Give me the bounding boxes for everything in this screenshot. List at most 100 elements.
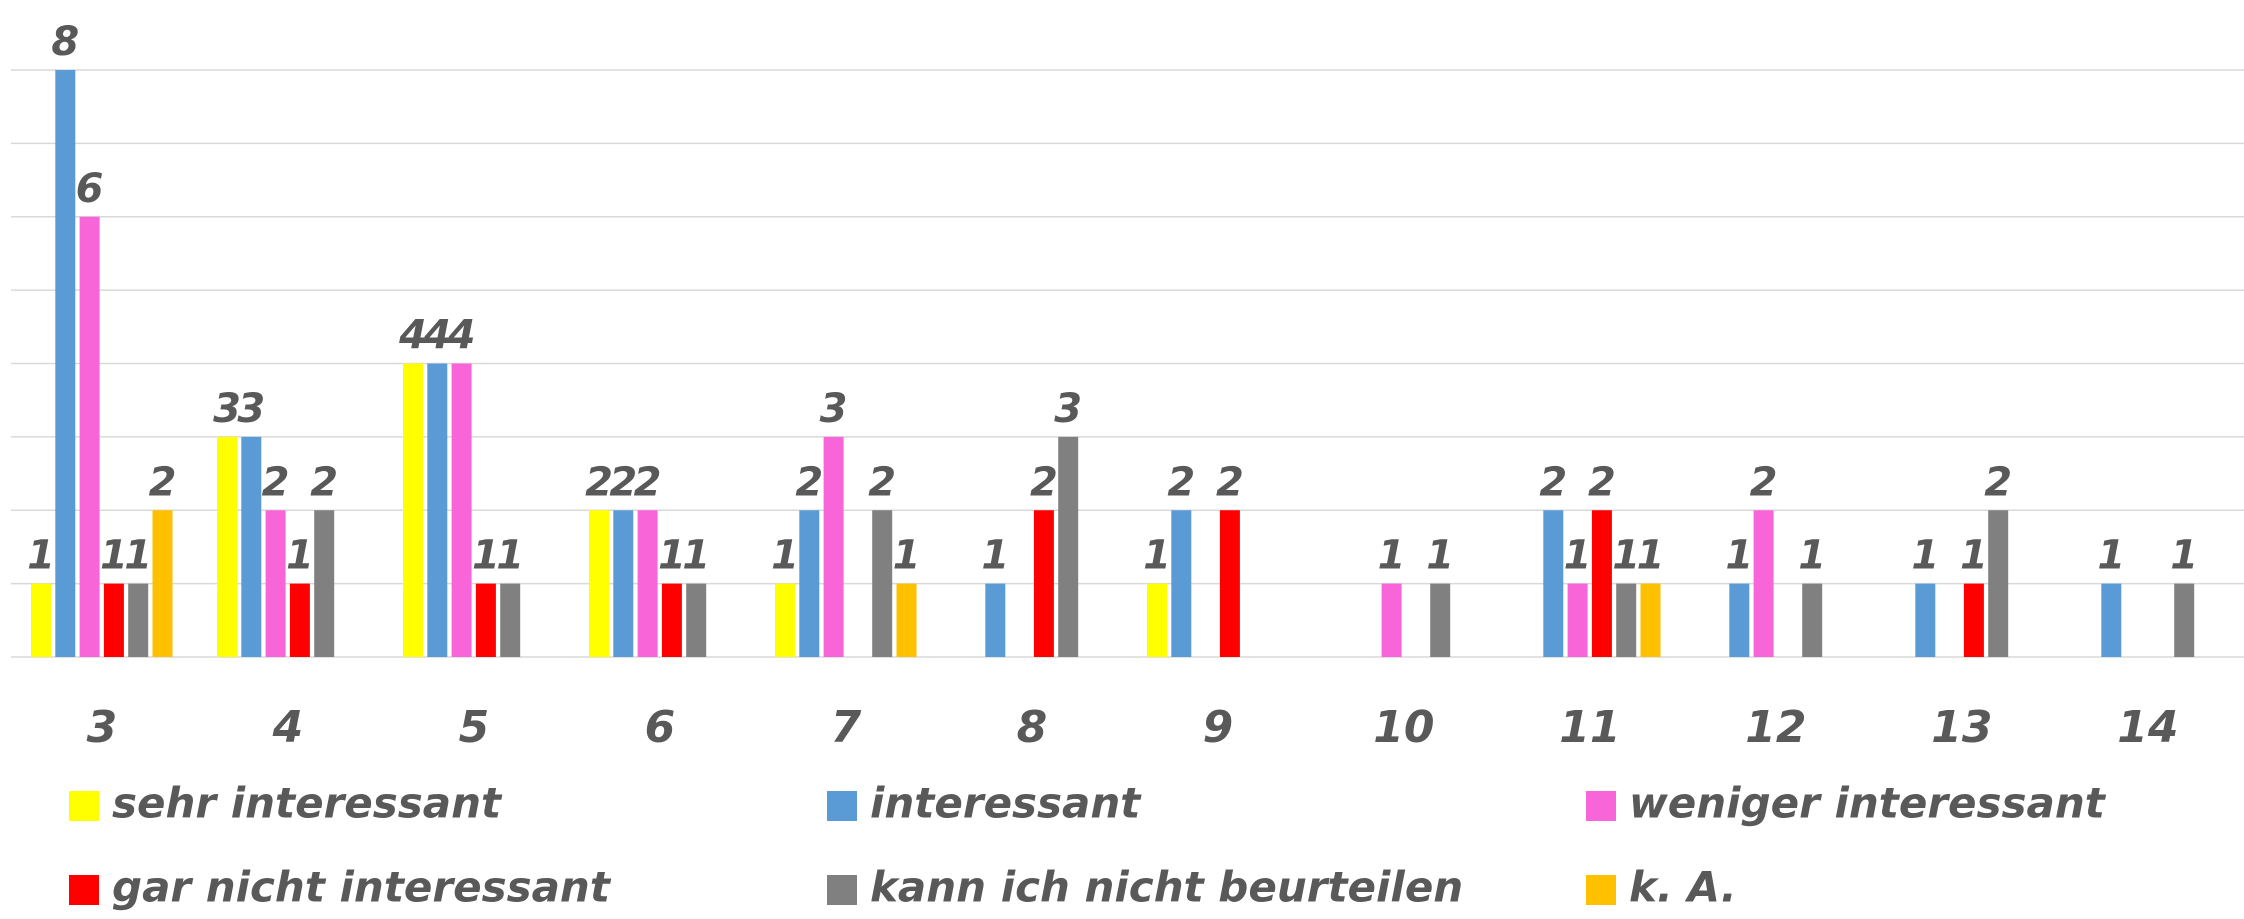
bar (403, 363, 423, 657)
x-tick-label: 9 (1203, 702, 1234, 753)
legend-label: kann ich nicht beurteilen (870, 863, 1463, 912)
data-label: 1 (1798, 533, 1826, 579)
bar (500, 583, 521, 657)
x-tick-label: 10 (1373, 702, 1434, 753)
data-label: 2 (1588, 459, 1616, 505)
data-label: 4 (422, 313, 451, 359)
data-label: 1 (1911, 533, 1939, 579)
bar (2174, 583, 2195, 657)
legend-swatch (1586, 875, 1616, 905)
bar (872, 510, 893, 657)
data-label: 2 (634, 459, 662, 505)
x-tick-label: 11 (1559, 702, 1620, 753)
bar (661, 583, 682, 657)
bar (314, 510, 335, 657)
data-label: 2 (1216, 459, 1244, 505)
legend-label: gar nicht interessant (112, 863, 612, 912)
data-label: 1 (1564, 533, 1592, 579)
data-label: 1 (981, 533, 1009, 579)
data-label: 2 (1750, 459, 1778, 505)
bar (451, 363, 472, 657)
data-label: 1 (658, 533, 686, 579)
bar (128, 583, 149, 657)
data-label: 8 (51, 19, 79, 65)
bar (1802, 583, 1823, 657)
data-label: 3 (213, 386, 241, 432)
bar (427, 363, 448, 657)
bar (1543, 510, 1564, 657)
x-tick-label: 7 (831, 702, 862, 753)
data-label: 1 (1960, 533, 1988, 579)
legend-label: sehr interessant (112, 779, 503, 828)
data-label: 2 (609, 459, 637, 505)
data-label: 2 (795, 459, 823, 505)
data-label: 4 (398, 313, 427, 359)
x-tick-label: 8 (1017, 702, 1048, 753)
data-label: 1 (286, 533, 314, 579)
x-tick-label: 14 (2117, 702, 2178, 753)
legend-swatch (827, 791, 857, 821)
data-label: 1 (2097, 533, 2125, 579)
bar (1753, 510, 1774, 657)
data-label: 1 (1612, 533, 1640, 579)
data-label: 1 (472, 533, 500, 579)
bar (475, 583, 496, 657)
bar (613, 510, 634, 657)
data-label: 1 (1426, 533, 1454, 579)
bar (985, 583, 1006, 657)
bar (1640, 583, 1661, 657)
bar (1988, 510, 2009, 657)
data-label: 1 (1637, 533, 1665, 579)
data-label: 2 (1984, 459, 2012, 505)
bar (289, 583, 310, 657)
data-label: 3 (820, 386, 848, 432)
data-label: 1 (496, 533, 524, 579)
data-label: 1 (893, 533, 921, 579)
x-tick-label: 5 (459, 702, 490, 753)
bar (775, 583, 795, 657)
bar (241, 436, 262, 657)
data-label: 3 (1054, 386, 1082, 432)
data-label: 1 (100, 533, 128, 579)
bar (1171, 510, 1192, 657)
bar (1567, 583, 1588, 657)
data-label: 1 (682, 533, 710, 579)
data-label: 1 (27, 533, 55, 579)
bar (2101, 583, 2122, 657)
bar (1963, 583, 1984, 657)
bar (637, 510, 658, 657)
legend-swatch (69, 791, 99, 821)
data-label: 2 (868, 459, 896, 505)
bar (589, 510, 609, 657)
data-label: 2 (1030, 459, 1058, 505)
data-label: 2 (585, 459, 613, 505)
bar (55, 70, 76, 657)
legend-label: k. A. (1629, 863, 1737, 912)
data-label: 1 (1725, 533, 1753, 579)
bar (1915, 583, 1936, 657)
bar (1729, 583, 1750, 657)
data-label: 1 (2170, 533, 2198, 579)
bar (265, 510, 286, 657)
legend-swatch (827, 875, 857, 905)
bar (799, 510, 820, 657)
data-label: 6 (76, 166, 104, 212)
data-label: 1 (771, 533, 799, 579)
data-label: 4 (447, 313, 476, 359)
bar (686, 583, 707, 657)
data-label: 2 (149, 459, 177, 505)
bar (1381, 583, 1402, 657)
x-tick-label: 6 (645, 702, 676, 753)
x-tick-label: 13 (1931, 702, 1992, 753)
bar (823, 436, 844, 657)
bar (1033, 510, 1054, 657)
legend-swatch (1586, 791, 1616, 821)
bar (1591, 510, 1612, 657)
data-label: 2 (1167, 459, 1195, 505)
data-label: 1 (124, 533, 152, 579)
bar (103, 583, 124, 657)
bar (152, 510, 173, 657)
data-label: 3 (237, 386, 265, 432)
data-label: 2 (1539, 459, 1567, 505)
